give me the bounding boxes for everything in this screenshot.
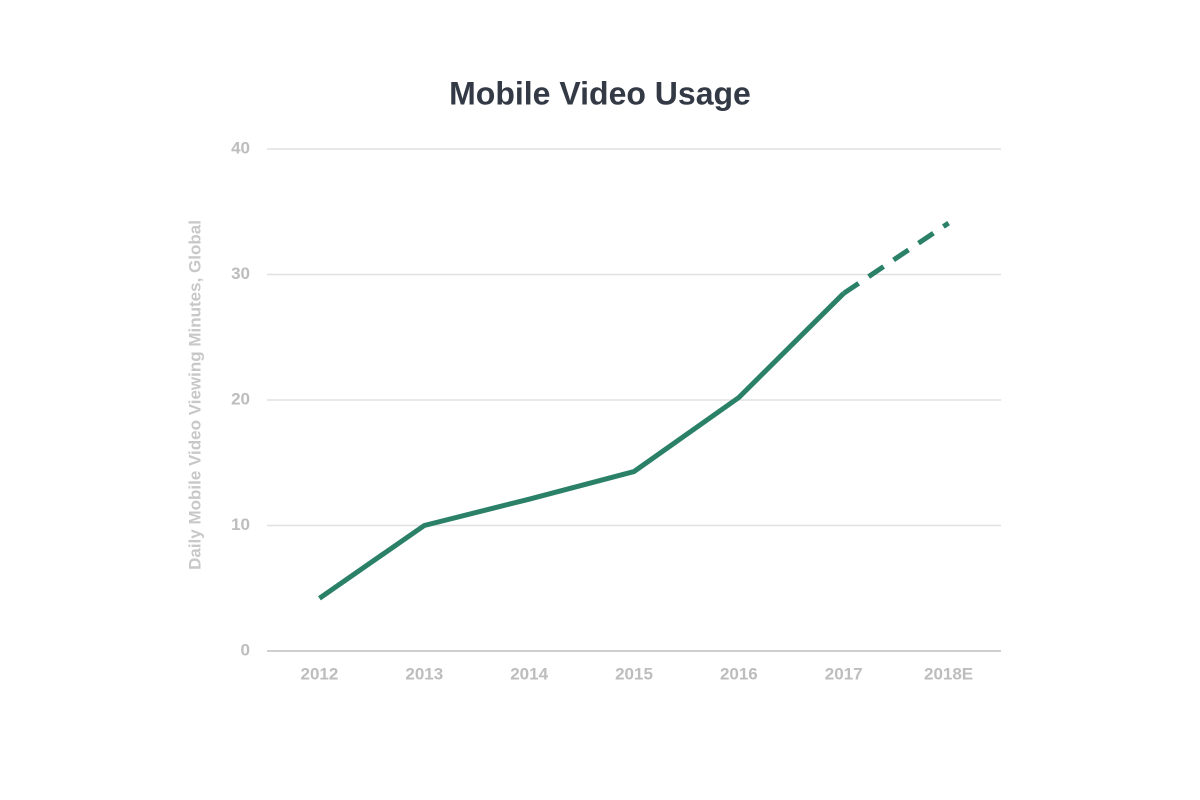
x-tick-label: 2014 <box>510 664 548 683</box>
x-tick-label: 2018E <box>924 664 973 683</box>
y-tick-label: 30 <box>231 264 250 283</box>
y-tick-label: 20 <box>231 389 250 408</box>
x-tick-label: 2012 <box>301 664 339 683</box>
y-tick-label: 0 <box>241 640 250 659</box>
chart-title: Mobile Video Usage <box>449 75 751 111</box>
x-tick-label: 2013 <box>405 664 443 683</box>
x-tick-label: 2015 <box>615 664 653 683</box>
y-tick-label: 40 <box>231 138 250 157</box>
line-dashed <box>842 220 950 296</box>
line-solid <box>318 291 846 601</box>
y-tick-label: 10 <box>231 515 250 534</box>
x-tick-label: 2017 <box>825 664 863 683</box>
x-tick-label: 2016 <box>720 664 758 683</box>
y-axis-label: Daily Mobile Video Viewing Minutes, Glob… <box>185 220 204 570</box>
